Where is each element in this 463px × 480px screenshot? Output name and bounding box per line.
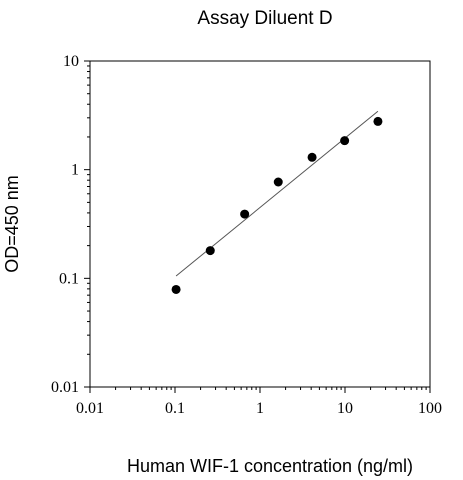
plot-area-frame [89, 60, 431, 388]
y-axis: 0.01 0.1 1 10 [51, 53, 90, 396]
data-point [171, 284, 181, 294]
y-tick-label: 1 [71, 162, 79, 179]
y-tick-label: 0.1 [59, 270, 79, 287]
x-axis: 0.01 0.1 1 10 100 [76, 387, 442, 417]
data-point [240, 209, 250, 219]
data-point [205, 246, 215, 256]
x-tick-label: 1 [256, 400, 264, 417]
y-tick-label: 0.01 [51, 379, 79, 396]
x-tick-label: 10 [337, 400, 353, 417]
x-axis-label: Human WIF-1 concentration (ng/ml) [127, 456, 413, 476]
x-tick-label: 0.01 [76, 400, 104, 417]
data-point [273, 177, 283, 187]
data-point [307, 152, 317, 162]
data-point [373, 116, 383, 126]
y-tick-label: 10 [63, 53, 79, 70]
x-tick-label: 0.1 [165, 400, 185, 417]
data-points [171, 116, 383, 294]
data-point [340, 136, 350, 146]
x-tick-label: 100 [418, 400, 442, 417]
chart-title: Assay Diluent D [197, 8, 332, 29]
y-axis-label: OD=450 nm [2, 175, 22, 273]
